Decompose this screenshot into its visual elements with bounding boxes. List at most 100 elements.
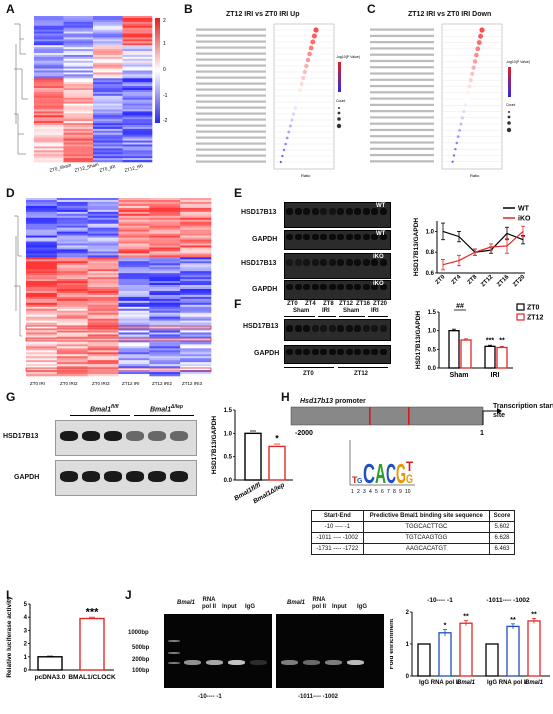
blot-band <box>320 208 327 215</box>
term-label <box>196 64 266 67</box>
heat-cell <box>26 366 58 369</box>
heat-cell <box>180 312 212 315</box>
col-label-a: ZT0_IRI <box>99 164 116 173</box>
heat-cell <box>87 344 119 347</box>
heat-cell <box>180 235 212 238</box>
heat-cell <box>93 93 123 97</box>
heat-cell <box>149 245 181 248</box>
sig-label: * <box>275 433 279 443</box>
heat-cell <box>118 217 150 221</box>
heat-cell <box>149 308 181 312</box>
dot <box>302 69 307 75</box>
heat-cell <box>87 283 119 286</box>
logo-pos: 1 <box>351 489 354 495</box>
y-tick: 1.5 <box>428 310 437 316</box>
heat-cell <box>180 292 212 296</box>
heat-cell <box>180 198 212 201</box>
heat-cell <box>93 113 123 116</box>
heat-cell <box>56 318 88 321</box>
heat-cell <box>34 99 64 102</box>
heat-cell <box>56 306 88 310</box>
heat-cell <box>118 358 150 361</box>
heat-cell <box>118 332 150 335</box>
heat-cell <box>34 97 64 101</box>
heat-cell <box>26 316 58 319</box>
heat-cell <box>180 221 212 225</box>
heat-cell <box>56 198 88 201</box>
y-tick: 0 <box>406 674 410 680</box>
heat-cell <box>26 326 58 329</box>
heat-cell <box>122 121 153 124</box>
heat-cell <box>26 257 58 260</box>
heat-cell <box>34 70 64 73</box>
heat-cell <box>180 300 212 304</box>
heat-cell <box>180 241 212 244</box>
heat-cell <box>34 121 64 124</box>
heat-cell <box>93 56 123 60</box>
blot-band <box>371 325 378 332</box>
heat-cell <box>180 215 212 219</box>
gel-band <box>250 660 267 665</box>
binding-site-table: Start-End Predictive Bmal1 binding site … <box>311 510 515 555</box>
heat-cell <box>118 292 150 296</box>
lane-e: ZT16 <box>356 301 371 307</box>
heat-cell <box>87 304 119 308</box>
gel1-caption: -10---- -1 <box>198 694 222 700</box>
heat-cell <box>63 113 94 116</box>
heat-cell <box>34 47 64 50</box>
heat-cell <box>56 255 88 258</box>
heat-cell <box>63 95 94 99</box>
blot-e-wt-hsd <box>284 202 391 228</box>
heat-cell <box>149 251 181 254</box>
gel-band <box>228 660 245 665</box>
heat-cell <box>122 93 153 97</box>
blot-band <box>345 284 353 290</box>
heat-cell <box>118 336 150 339</box>
heat-cell <box>180 304 212 308</box>
heat-cell <box>180 267 212 270</box>
heat-cell <box>56 346 88 349</box>
g-ko-label: Bmal1Δ/lep <box>150 404 183 414</box>
term-label <box>370 103 434 106</box>
heat-cell <box>149 198 181 201</box>
heat-cell <box>118 290 150 294</box>
dot <box>313 27 319 33</box>
heat-cell <box>26 237 58 240</box>
heat-cell <box>56 247 88 250</box>
heat-cell <box>180 213 212 217</box>
logo-pos: 3 <box>363 489 366 495</box>
heat-cell <box>26 271 58 274</box>
heat-cell <box>118 201 150 205</box>
heat-cell <box>180 277 212 280</box>
heat-cell <box>149 348 181 351</box>
table-row: -1011 ---- -1002 TGTCAAGTGG 6.628 <box>311 532 515 544</box>
heat-cell <box>180 368 212 371</box>
heat-cell <box>34 132 64 136</box>
heat-cell <box>122 117 153 120</box>
heat-cell <box>63 23 94 27</box>
heat-cell <box>34 58 64 62</box>
heat-cell <box>56 279 88 282</box>
heat-cell <box>180 296 212 300</box>
heat-cell <box>118 302 150 306</box>
heat-cell <box>93 88 123 91</box>
heat-cell <box>149 233 181 236</box>
heat-cell <box>93 72 123 75</box>
heat-cell <box>118 314 150 317</box>
y-tick: 0.5 <box>224 455 233 461</box>
heat-cell <box>56 316 88 319</box>
blot-band <box>303 208 310 215</box>
heat-cell <box>56 350 88 353</box>
heat-cell <box>56 217 88 221</box>
heat-cell <box>26 310 58 314</box>
heat-cell <box>26 198 58 201</box>
heat-cell <box>87 229 119 232</box>
svg-text:A: A <box>375 458 386 489</box>
heat-cell <box>87 366 119 369</box>
sig-label: *** <box>86 607 100 619</box>
heat-cell <box>87 356 119 359</box>
heat-cell <box>26 219 58 223</box>
heat-cell <box>26 263 58 266</box>
heat-cell <box>87 279 119 282</box>
